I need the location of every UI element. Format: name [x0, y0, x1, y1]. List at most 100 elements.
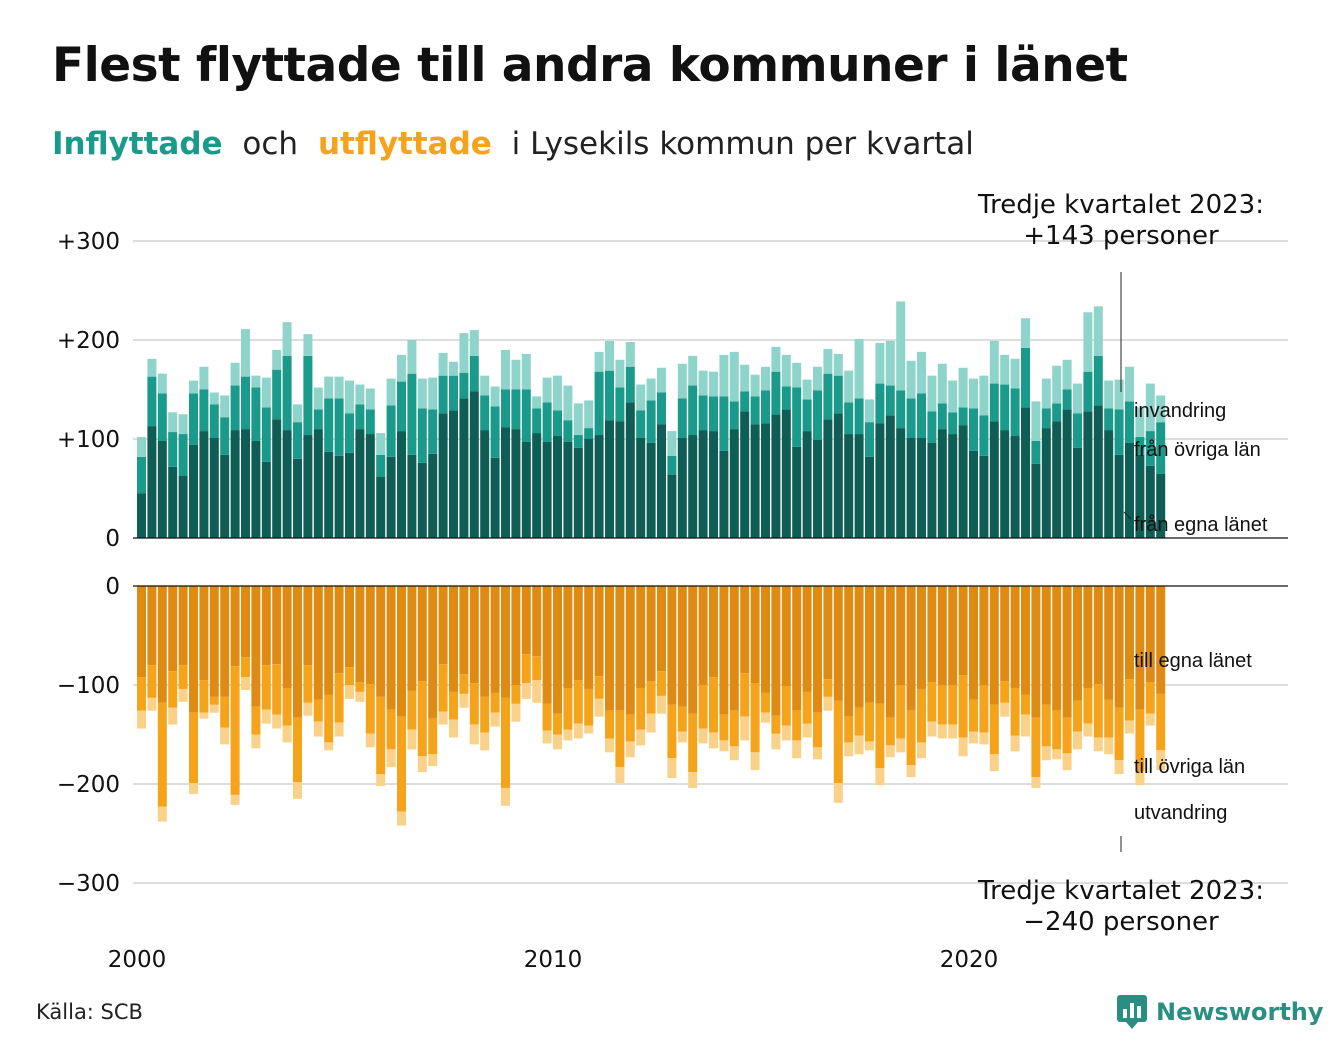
- bar-out-segment: [220, 696, 230, 728]
- bar-in-segment: [1062, 359, 1072, 390]
- in-annotation-line1: Tredje kvartalet 2023:: [977, 190, 1264, 220]
- bar-in-segment: [438, 375, 448, 414]
- bar-out-segment: [1093, 684, 1103, 738]
- bar-out-segment: [750, 586, 760, 684]
- bar-in-segment: [771, 371, 781, 415]
- bar-in-segment: [397, 431, 406, 538]
- bar-in-segment: [1135, 437, 1145, 455]
- bar-out-segment: [365, 733, 375, 748]
- bar-in-segment: [615, 387, 625, 422]
- bar-in-segment: [958, 407, 968, 426]
- bar-out-segment: [480, 732, 490, 751]
- bar-in-segment: [501, 389, 510, 428]
- bar-in-segment: [324, 376, 334, 399]
- bar-out-segment: [906, 710, 916, 766]
- source-note: Källa: SCB: [36, 1000, 143, 1024]
- bar-in-segment: [989, 383, 999, 422]
- bar-out-segment: [937, 685, 947, 725]
- bar-in-segment: [625, 366, 635, 403]
- bar-out-segment: [189, 783, 198, 794]
- bar-in-segment: [480, 395, 490, 431]
- bar-out-segment: [511, 685, 521, 704]
- bar-in-segment: [334, 376, 344, 399]
- bar-out-segment: [397, 811, 406, 826]
- bar-in-segment: [480, 375, 490, 396]
- bar-out-segment: [605, 710, 614, 739]
- bar-out-segment: [625, 714, 635, 742]
- bar-out-segment: [1135, 709, 1145, 772]
- bar-out-segment: [917, 586, 926, 689]
- bar-out-segment: [636, 729, 646, 746]
- label-fran-ovriga-lan: från övriga län: [1134, 439, 1261, 461]
- bar-out-segment: [272, 664, 282, 715]
- bar-out-segment: [677, 706, 687, 732]
- bar-out-segment: [688, 713, 698, 773]
- bar-out-segment: [709, 677, 718, 733]
- bar-in-segment: [209, 392, 219, 405]
- bar-out-segment: [729, 746, 739, 761]
- bar-in-segment: [615, 359, 625, 388]
- bar-in-segment: [147, 376, 157, 427]
- bar-in-segment: [792, 387, 802, 447]
- bar-in-segment: [927, 442, 937, 538]
- bar-out-segment: [969, 731, 978, 744]
- bar-in-segment: [1041, 408, 1051, 429]
- bar-in-segment: [1083, 371, 1093, 412]
- bar-out-segment: [709, 732, 718, 749]
- bar-in-segment: [677, 438, 687, 538]
- bar-in-segment: [1073, 383, 1082, 414]
- bar-in-segment: [698, 430, 708, 538]
- bar-out-segment: [927, 682, 937, 722]
- bar-in-segment: [345, 452, 354, 538]
- bar-out-segment: [199, 712, 209, 719]
- bar-out-segment: [646, 713, 656, 733]
- bar-in-segment: [251, 375, 261, 388]
- bar-in-segment: [1156, 473, 1166, 538]
- bar-out-segment: [157, 806, 167, 822]
- bar-in-segment: [313, 387, 323, 410]
- bar-in-segment: [781, 354, 791, 387]
- bar-out-segment: [324, 742, 334, 751]
- bar-in-segment: [1145, 431, 1155, 466]
- bar-out-segment: [615, 710, 625, 768]
- bar-in-segment: [178, 414, 188, 435]
- bar-out-segment: [802, 723, 812, 738]
- bar-in-segment: [272, 369, 282, 420]
- axis-layer: 0 +100 +200 +300 0 −100 −200 −300 2000 2010 2020: [57, 229, 1288, 973]
- bar-out-segment: [927, 721, 937, 737]
- inflow-bars: [137, 301, 1166, 538]
- bar-out-segment: [1000, 702, 1010, 717]
- bar-out-segment: [324, 586, 334, 695]
- bar-in-segment: [303, 355, 313, 436]
- bar-in-segment: [438, 413, 448, 538]
- bar-out-segment: [355, 586, 365, 683]
- bar-out-segment: [1031, 586, 1041, 718]
- bar-in-segment: [376, 476, 386, 538]
- bar-out-segment: [563, 687, 573, 730]
- bar-in-segment: [948, 380, 958, 413]
- bar-out-segment: [137, 710, 146, 729]
- bar-in-segment: [178, 475, 188, 538]
- bar-in-segment: [594, 435, 604, 538]
- bar-out-segment: [189, 712, 198, 784]
- bar-in-segment: [241, 376, 250, 430]
- bar-out-segment: [1114, 760, 1124, 775]
- bar-out-segment: [1010, 735, 1020, 752]
- bar-in-segment: [407, 373, 417, 455]
- bar-out-segment: [594, 586, 604, 677]
- bar-out-segment: [833, 586, 843, 701]
- bar-in-segment: [875, 423, 885, 538]
- bar-out-segment: [948, 685, 958, 725]
- bar-in-segment: [688, 355, 698, 386]
- bar-out-segment: [657, 695, 666, 714]
- bar-in-segment: [230, 385, 240, 431]
- bar-in-segment: [865, 399, 874, 423]
- bar-out-segment: [168, 707, 178, 725]
- bar-in-segment: [209, 404, 219, 439]
- bar-in-segment: [293, 458, 302, 538]
- bar-out-segment: [147, 665, 157, 698]
- bar-in-segment: [1114, 454, 1124, 538]
- bar-in-segment: [1010, 358, 1020, 389]
- bar-in-segment: [667, 431, 677, 456]
- bar-out-segment: [1073, 700, 1082, 732]
